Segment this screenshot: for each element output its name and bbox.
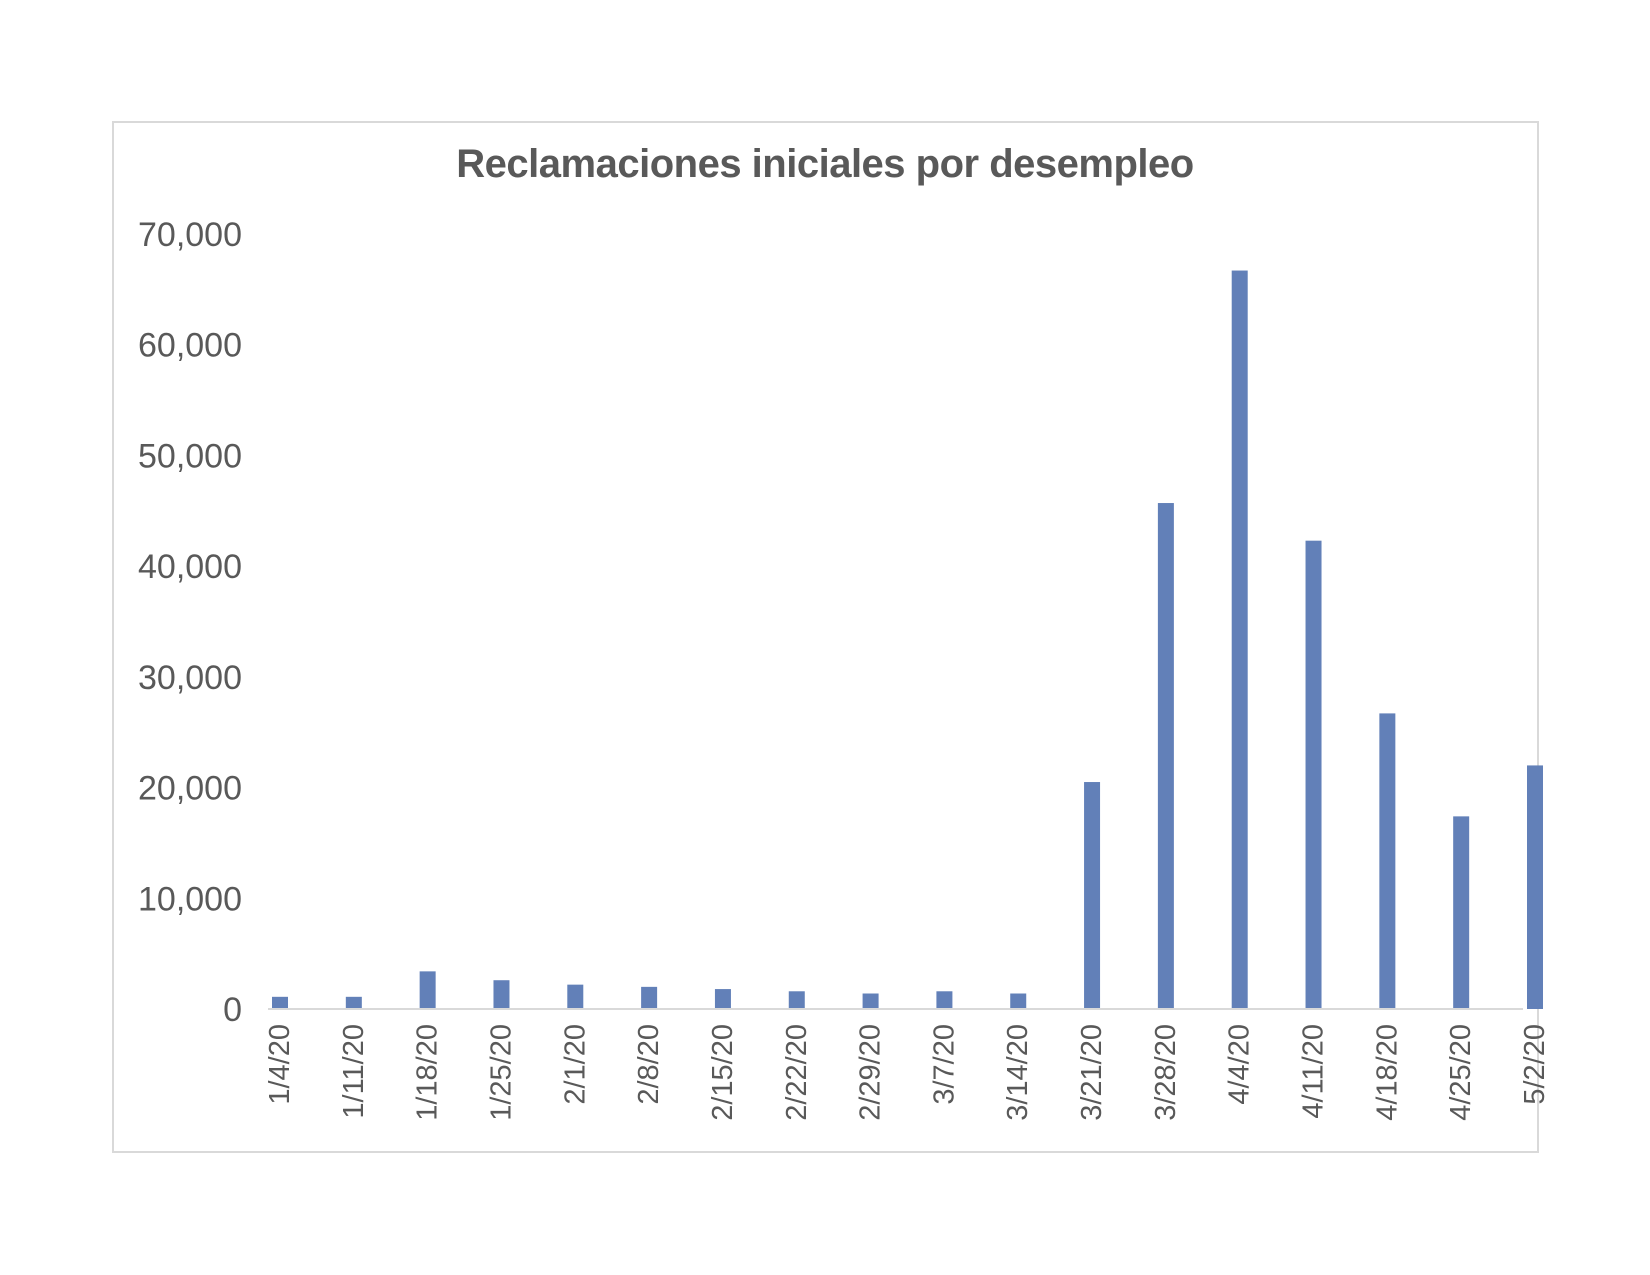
bar [862, 993, 879, 1009]
bar [641, 986, 658, 1009]
bar [1379, 713, 1396, 1009]
x-tick-label: 2/8/20 [633, 1024, 665, 1105]
y-tick-label: 40,000 [138, 548, 242, 586]
bar [936, 991, 953, 1009]
bar [1453, 816, 1470, 1009]
x-tick-label: 2/29/20 [855, 1024, 887, 1121]
bar [345, 996, 362, 1009]
bar [1084, 782, 1101, 1009]
bar [1010, 993, 1027, 1009]
x-tick-label: 4/11/20 [1298, 1024, 1330, 1119]
y-tick-label: 10,000 [138, 880, 242, 918]
bar [1305, 540, 1322, 1009]
x-tick-label: 2/22/20 [781, 1024, 813, 1121]
bar [419, 971, 436, 1009]
y-tick-label: 50,000 [138, 437, 242, 475]
bar [788, 991, 805, 1009]
x-tick-label: 4/25/20 [1445, 1024, 1477, 1121]
x-tick-label: 3/7/20 [928, 1024, 960, 1105]
bar [493, 980, 510, 1009]
bar [1231, 270, 1248, 1009]
bar [567, 984, 584, 1009]
x-tick-label: 4/4/20 [1224, 1024, 1256, 1105]
bar [714, 989, 731, 1009]
y-tick-label: 0 [223, 991, 242, 1029]
x-axis: 1/4/20 1/11/20 1/18/20 1/25/20 2/1/20 2/8/20 2… [264, 1024, 1551, 1121]
y-tick-label: 20,000 [138, 770, 242, 808]
x-tick-label: 3/14/20 [1002, 1024, 1034, 1121]
y-tick-label: 60,000 [138, 327, 242, 365]
x-tick-label: 2/1/20 [559, 1024, 591, 1105]
x-tick-label: 3/28/20 [1150, 1024, 1182, 1121]
bar [272, 996, 288, 1009]
y-tick-label: 70,000 [138, 216, 242, 254]
y-tick-label: 30,000 [138, 659, 242, 697]
x-tick-label: 3/21/20 [1076, 1024, 1108, 1121]
chart-frame [112, 121, 1539, 1153]
x-tick-label: 1/4/20 [264, 1024, 296, 1105]
x-tick-label: 5/2/20 [1519, 1024, 1551, 1105]
y-axis: 0 10,000 20,000 30,000 40,000 50,000 60,000 70,… [138, 216, 242, 1029]
bars [272, 270, 1543, 1009]
x-tick-label: 1/25/20 [485, 1024, 517, 1121]
x-tick-label: 4/18/20 [1371, 1024, 1403, 1121]
chart-title: Reclamaciones iniciales por desempleo [456, 142, 1194, 186]
x-tick-label: 1/18/20 [412, 1024, 444, 1121]
x-tick-label: 1/11/20 [338, 1024, 370, 1119]
bar [1157, 503, 1174, 1009]
x-tick-label: 2/15/20 [707, 1024, 739, 1121]
bar [1527, 765, 1543, 1009]
